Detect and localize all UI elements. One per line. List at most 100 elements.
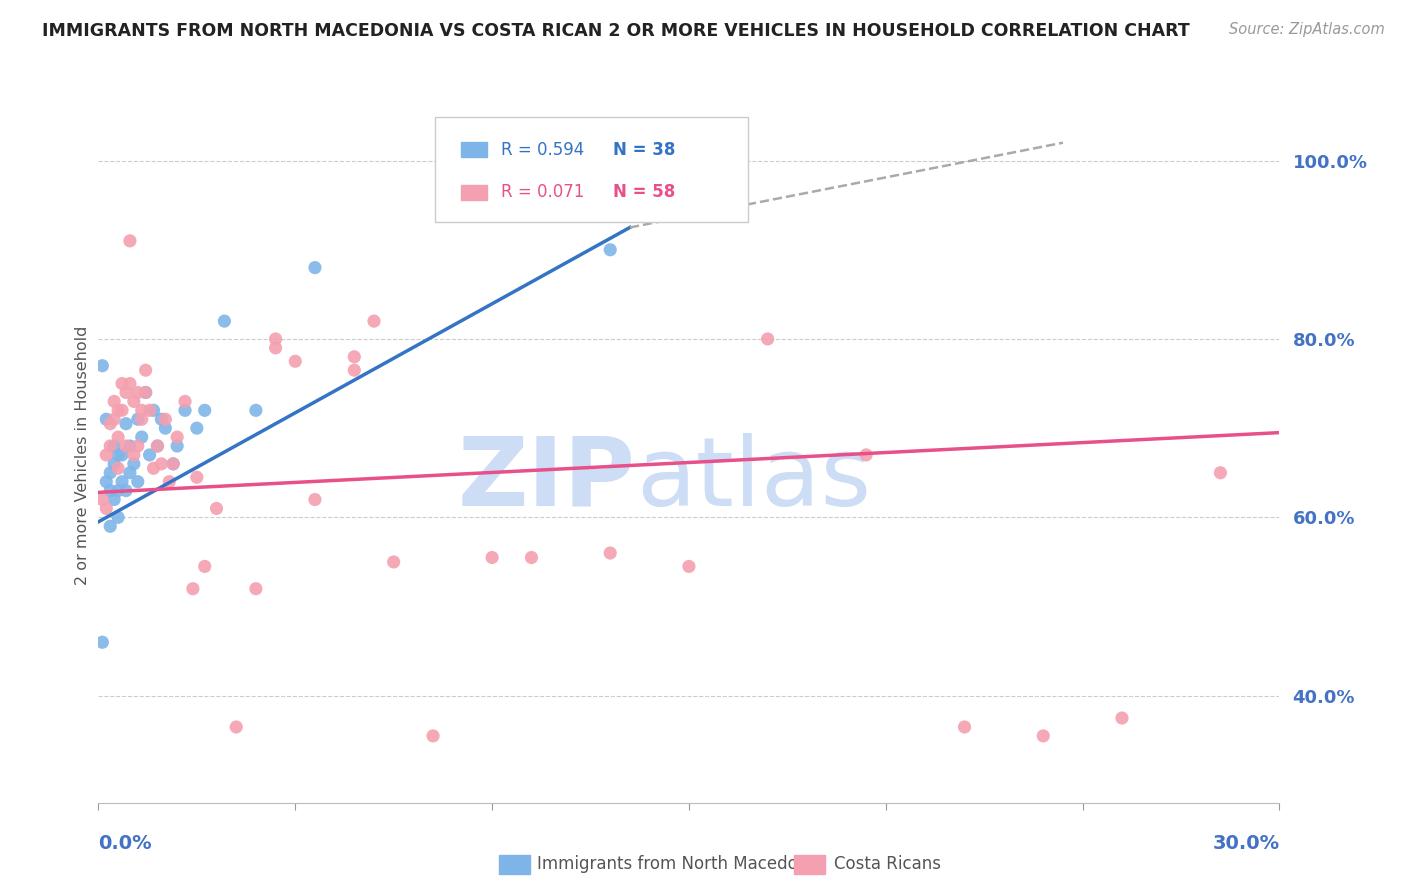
Point xyxy=(131,412,153,426)
Point xyxy=(118,439,141,453)
Point xyxy=(194,559,217,574)
Point xyxy=(135,385,157,400)
Point xyxy=(382,555,405,569)
Text: N = 58: N = 58 xyxy=(613,183,676,202)
Point xyxy=(245,582,267,596)
Point xyxy=(122,448,145,462)
Point xyxy=(135,363,157,377)
Point xyxy=(138,403,160,417)
Point xyxy=(135,385,157,400)
Point xyxy=(122,394,145,409)
Text: ZIP: ZIP xyxy=(458,433,636,525)
Point xyxy=(1209,466,1232,480)
Point xyxy=(115,417,138,431)
Point xyxy=(157,475,180,489)
Point xyxy=(98,483,121,498)
Point xyxy=(98,519,121,533)
Point xyxy=(174,403,197,417)
Point xyxy=(146,439,169,453)
Point xyxy=(214,314,236,328)
Point xyxy=(343,363,366,377)
FancyBboxPatch shape xyxy=(434,118,748,222)
Point xyxy=(1111,711,1133,725)
Point xyxy=(127,385,149,400)
Point xyxy=(205,501,228,516)
Point xyxy=(142,403,165,417)
Point xyxy=(127,439,149,453)
Point xyxy=(98,466,121,480)
Point xyxy=(115,439,138,453)
Point xyxy=(481,550,503,565)
Point xyxy=(103,492,125,507)
Point xyxy=(264,341,287,355)
Point xyxy=(150,457,173,471)
Point xyxy=(343,350,366,364)
Text: Costa Ricans: Costa Ricans xyxy=(834,855,941,873)
Point xyxy=(855,448,877,462)
Point xyxy=(155,421,177,435)
Point xyxy=(150,412,173,426)
Text: IMMIGRANTS FROM NORTH MACEDONIA VS COSTA RICAN 2 OR MORE VEHICLES IN HOUSEHOLD C: IMMIGRANTS FROM NORTH MACEDONIA VS COSTA… xyxy=(42,22,1189,40)
Point xyxy=(138,448,160,462)
Point xyxy=(131,403,153,417)
Point xyxy=(363,314,385,328)
Point xyxy=(756,332,779,346)
Point xyxy=(98,417,121,431)
Point xyxy=(118,466,141,480)
Point xyxy=(91,635,114,649)
Point xyxy=(155,412,177,426)
Point xyxy=(225,720,247,734)
Point xyxy=(422,729,444,743)
Point xyxy=(284,354,307,368)
Point xyxy=(264,332,287,346)
Point xyxy=(174,394,197,409)
Point xyxy=(111,448,134,462)
Point xyxy=(599,546,621,560)
Point xyxy=(304,260,326,275)
Point xyxy=(122,457,145,471)
Text: R = 0.594: R = 0.594 xyxy=(501,141,585,159)
Point xyxy=(91,492,114,507)
Text: 30.0%: 30.0% xyxy=(1212,834,1279,853)
Point xyxy=(127,475,149,489)
Point xyxy=(118,376,141,391)
Text: atlas: atlas xyxy=(636,433,870,525)
Point xyxy=(111,403,134,417)
Point xyxy=(96,448,118,462)
Point xyxy=(245,403,267,417)
Point xyxy=(107,403,129,417)
Point xyxy=(186,470,208,484)
Bar xyxy=(461,142,486,157)
Point xyxy=(186,421,208,435)
Text: 0.0%: 0.0% xyxy=(98,834,152,853)
Point xyxy=(107,448,129,462)
Point xyxy=(181,582,204,596)
Point xyxy=(953,720,976,734)
Text: N = 38: N = 38 xyxy=(613,141,676,159)
Point xyxy=(127,412,149,426)
Point xyxy=(96,475,118,489)
Point xyxy=(166,439,188,453)
Point xyxy=(111,376,134,391)
Point xyxy=(520,550,543,565)
Point xyxy=(146,439,169,453)
Point xyxy=(103,394,125,409)
Point xyxy=(107,510,129,524)
Point xyxy=(678,559,700,574)
Point xyxy=(599,243,621,257)
Point xyxy=(194,403,217,417)
Point xyxy=(162,457,184,471)
Point xyxy=(115,385,138,400)
Y-axis label: 2 or more Vehicles in Household: 2 or more Vehicles in Household xyxy=(75,326,90,584)
Point xyxy=(103,439,125,453)
Point xyxy=(107,483,129,498)
Point xyxy=(103,457,125,471)
Text: Immigrants from North Macedonia: Immigrants from North Macedonia xyxy=(537,855,823,873)
Point xyxy=(1032,729,1054,743)
Point xyxy=(142,461,165,475)
Point xyxy=(96,412,118,426)
Text: R = 0.071: R = 0.071 xyxy=(501,183,585,202)
Point xyxy=(304,492,326,507)
Point xyxy=(118,234,141,248)
Point xyxy=(115,483,138,498)
